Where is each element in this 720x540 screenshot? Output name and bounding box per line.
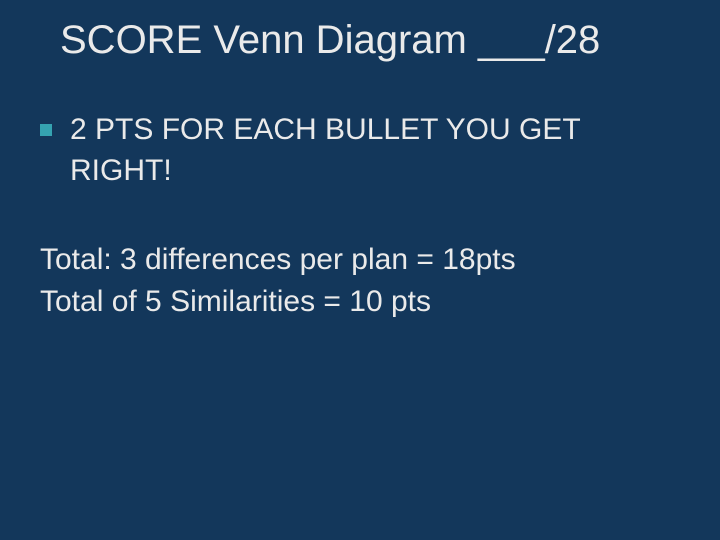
bullet-text: 2 PTS FOR EACH BULLET YOU GET RIGHT! bbox=[70, 110, 680, 191]
bullet-item: 2 PTS FOR EACH BULLET YOU GET RIGHT! bbox=[40, 110, 680, 191]
total-similarities-line: Total of 5 Similarities = 10 pts bbox=[40, 282, 680, 323]
slide-title: SCORE Venn Diagram ___/28 bbox=[60, 18, 600, 63]
total-differences-line: Total: 3 differences per plan = 18pts bbox=[40, 240, 680, 281]
square-bullet-icon bbox=[40, 124, 52, 136]
